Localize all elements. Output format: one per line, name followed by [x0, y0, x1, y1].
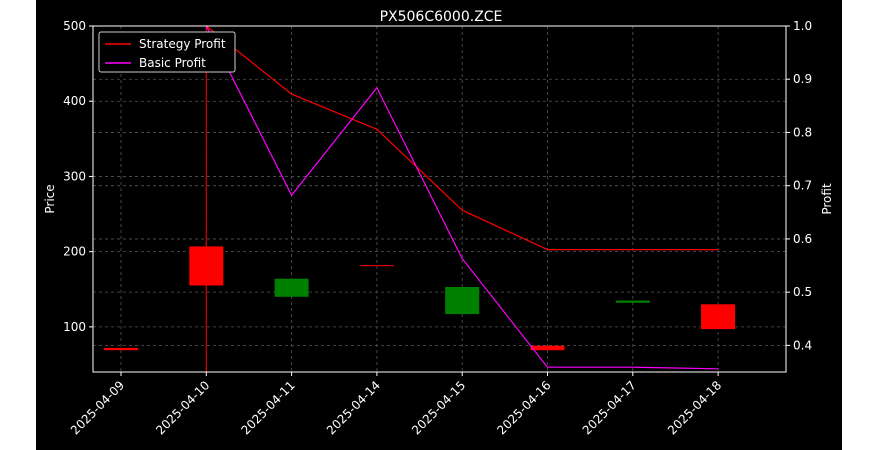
y2-tick-label: 0.6: [793, 232, 812, 246]
x-tick-label: 2025-04-18: [665, 378, 724, 437]
y2-tick-label: 0.8: [793, 125, 812, 139]
x-tick-label: 2025-04-11: [239, 378, 298, 437]
chart-figure: PX506C6000.ZCE 2025-04-09 2025-04-10 2025-…: [36, 0, 842, 450]
candle-body: [530, 345, 565, 351]
candle-body: [104, 347, 138, 351]
candle-body: [445, 287, 480, 315]
y-tick-label: 400: [63, 94, 86, 108]
plot-frame: [92, 25, 787, 373]
candle-body: [274, 278, 309, 297]
legend-basic-label: Basic Profit: [139, 56, 206, 70]
y2-tick-label: 0.9: [793, 72, 812, 86]
x-tick-label: 2025-04-16: [494, 378, 553, 437]
x-tick-label: 2025-04-15: [409, 378, 468, 437]
y2-tick-label: 0.7: [793, 179, 812, 193]
x-tick-label: 2025-04-17: [580, 378, 639, 437]
y2-tick-label: 0.5: [793, 285, 812, 299]
y2-tick-label: 1.0: [793, 19, 812, 33]
candle-body: [701, 304, 736, 330]
y2-tick-label: 0.4: [793, 338, 812, 352]
candlestick-chart: PX506C6000.ZCE 2025-04-09 2025-04-10 2025-…: [43, 9, 834, 437]
x-tick-label: 2025-04-10: [153, 378, 212, 437]
legend: Strategy Profit Basic Profit: [98, 31, 236, 73]
candle-body: [359, 265, 394, 267]
legend-box: [98, 31, 236, 73]
candle-body: [615, 300, 650, 303]
y2-axis-label: Profit: [820, 183, 834, 215]
y-tick-label: 200: [63, 245, 86, 259]
y-axis-label: Price: [43, 184, 57, 213]
y-tick-label: 300: [63, 169, 86, 183]
y-tick-label: 500: [63, 19, 86, 33]
candle-body: [189, 246, 224, 286]
x-tick-label: 2025-04-14: [324, 378, 383, 437]
chart-title: PX506C6000.ZCE: [380, 9, 503, 25]
strategy-profit-line: [205, 25, 719, 251]
y-tick-label: 100: [63, 320, 86, 334]
legend-strategy-label: Strategy Profit: [139, 37, 226, 51]
x-tick-label: 2025-04-09: [68, 378, 127, 437]
basic-profit-line: [205, 25, 719, 370]
